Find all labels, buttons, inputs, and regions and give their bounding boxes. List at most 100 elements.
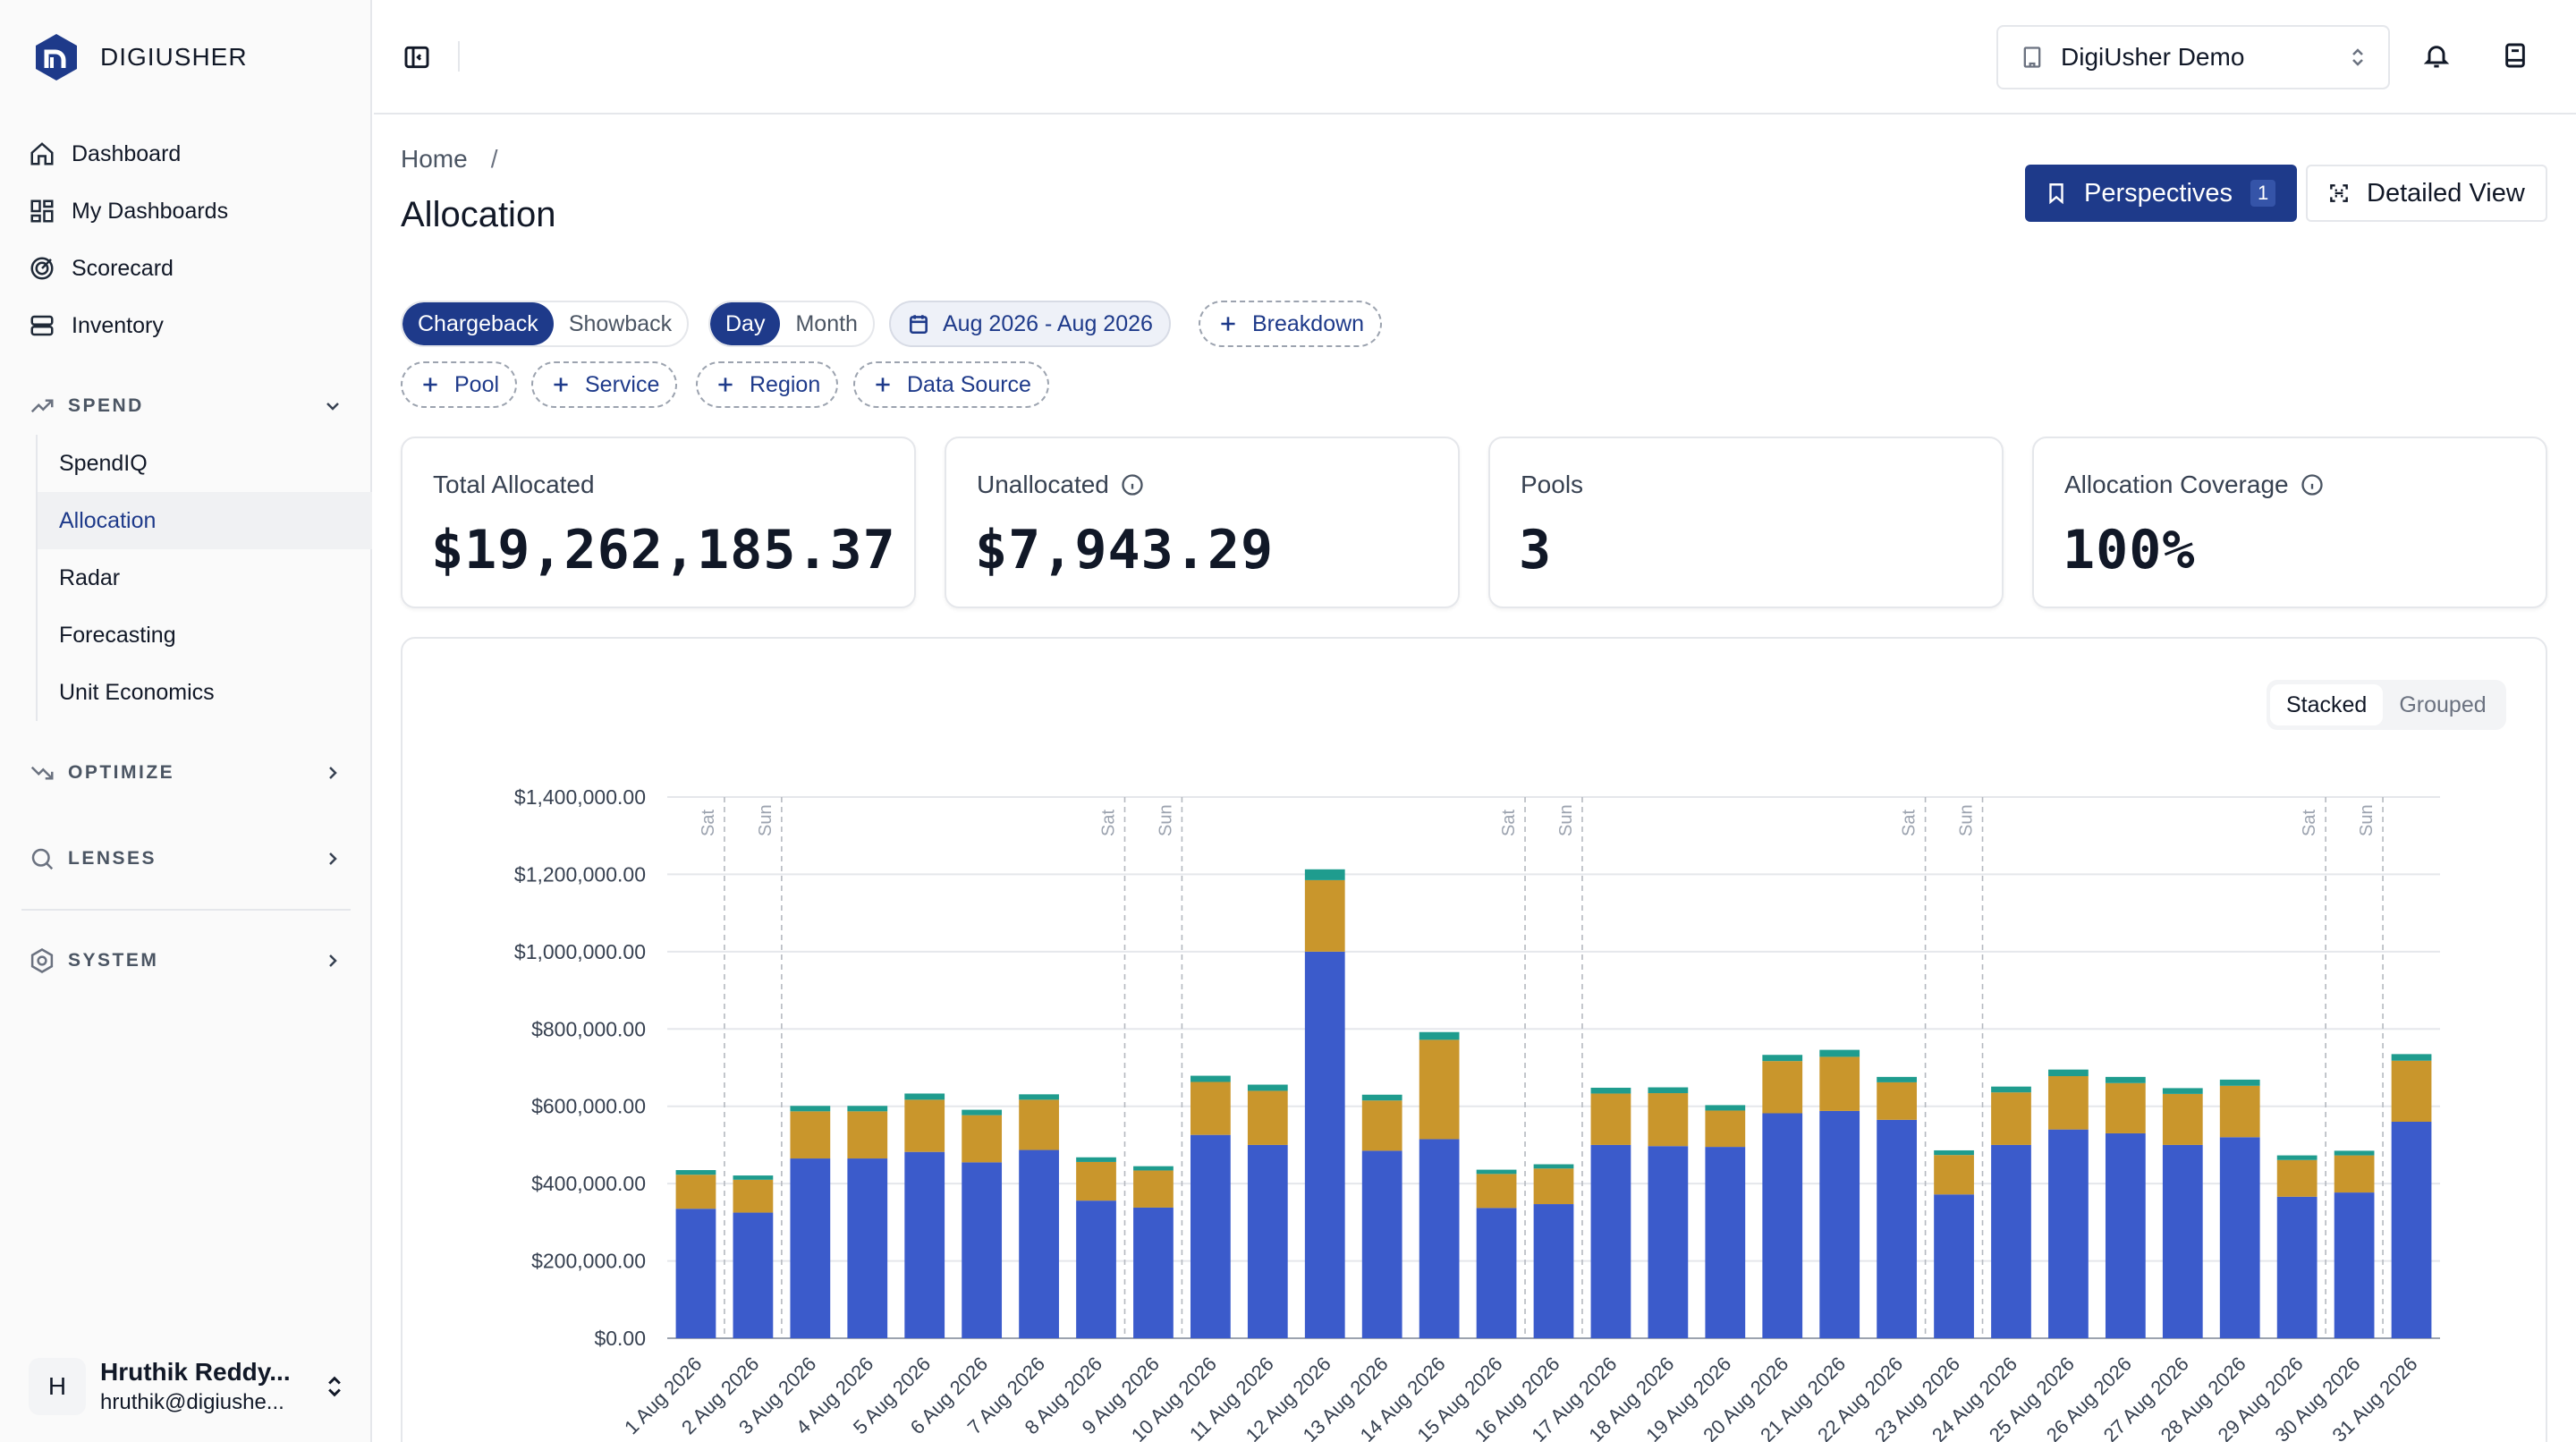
granularity-day[interactable]: Day bbox=[710, 302, 781, 345]
mode-toggle: Chargeback Showback bbox=[401, 301, 690, 347]
breadcrumb: Home / bbox=[401, 145, 497, 174]
perspectives-label: Perspectives bbox=[2084, 178, 2233, 208]
trending-up-icon bbox=[30, 399, 54, 413]
sidebar-item-forecasting[interactable]: Forecasting bbox=[59, 622, 176, 648]
dashboard-grid-icon bbox=[30, 199, 54, 223]
breakdown-button[interactable]: Breakdown bbox=[1199, 301, 1383, 347]
user-menu[interactable]: H Hruthik Reddy... hruthik@digiushe... bbox=[29, 1356, 351, 1417]
sidebar-item-spendiq[interactable]: SpendIQ bbox=[59, 450, 148, 476]
section-optimize-label: OPTIMIZE bbox=[68, 762, 175, 783]
plus-icon bbox=[718, 377, 733, 392]
filter-service-label: Service bbox=[585, 371, 660, 397]
user-email: hruthik@digiushe... bbox=[100, 1390, 284, 1414]
avatar: H bbox=[29, 1358, 86, 1415]
plus-icon bbox=[554, 377, 568, 392]
kpi-pools-label: Pools bbox=[1521, 471, 1584, 498]
section-optimize[interactable]: OPTIMIZE bbox=[29, 751, 343, 794]
view-grouped[interactable]: Grouped bbox=[2399, 691, 2487, 717]
sidebar-item-allocation[interactable]: Allocation bbox=[38, 492, 372, 549]
settings-icon bbox=[30, 948, 54, 973]
topbar-separator bbox=[458, 41, 460, 72]
nav-my-dashboards[interactable]: My Dashboards bbox=[29, 186, 351, 236]
chevron-right-icon bbox=[329, 954, 337, 967]
kpi-total-allocated-value: $19,262,185.37 bbox=[431, 519, 896, 581]
org-selector[interactable]: DigiUsher Demo bbox=[1996, 25, 2390, 89]
info-icon[interactable] bbox=[1120, 472, 1145, 497]
search-icon bbox=[31, 848, 54, 870]
bookmark-icon bbox=[2049, 183, 2063, 205]
spend-subnav: SpendIQ Allocation Radar Forecasting Uni… bbox=[36, 435, 372, 721]
calendar-icon bbox=[910, 315, 928, 335]
scan-view-icon bbox=[2330, 184, 2348, 202]
breadcrumb-home[interactable]: Home bbox=[401, 145, 468, 173]
sidebar-toggle-icon[interactable] bbox=[402, 43, 431, 72]
granularity-month[interactable]: Month bbox=[795, 310, 858, 336]
granularity-toggle: Day Month bbox=[708, 301, 875, 347]
sidebar-item-radar[interactable]: Radar bbox=[59, 564, 121, 590]
section-spend-label: SPEND bbox=[68, 395, 144, 416]
home-icon bbox=[30, 142, 54, 165]
chevron-right-icon bbox=[329, 852, 337, 865]
nav-inventory[interactable]: Inventory bbox=[29, 301, 351, 351]
sidebar-divider bbox=[21, 909, 351, 911]
filter-data-source-label: Data Source bbox=[907, 371, 1031, 397]
kpi-coverage-label: Allocation Coverage bbox=[2064, 471, 2325, 499]
detailed-view-button[interactable]: Detailed View bbox=[2306, 165, 2547, 222]
plus-icon bbox=[423, 377, 437, 392]
section-lenses[interactable]: LENSES bbox=[29, 837, 343, 880]
bell-icon[interactable] bbox=[2422, 41, 2451, 70]
sidebar: DIGIUSHER Dashboard My Dashboards Scorec… bbox=[0, 0, 372, 1442]
info-icon[interactable] bbox=[2300, 472, 2325, 497]
topbar: DigiUsher Demo bbox=[374, 0, 2576, 115]
nav-my-dashboards-label: My Dashboards bbox=[72, 198, 229, 224]
kpi-allocation-coverage: Allocation Coverage 100% bbox=[2032, 437, 2547, 608]
kpi-unallocated-label: Unallocated bbox=[977, 471, 1145, 499]
plus-icon bbox=[876, 377, 890, 392]
nav-dashboard[interactable]: Dashboard bbox=[29, 129, 351, 179]
plus-icon bbox=[1221, 317, 1235, 331]
server-icon bbox=[30, 315, 54, 336]
chevron-right-icon bbox=[329, 767, 337, 779]
filter-region-chip[interactable]: Region bbox=[696, 361, 839, 408]
chevrons-up-down-icon bbox=[328, 1376, 341, 1397]
filter-region-label: Region bbox=[750, 371, 821, 397]
mode-chargeback[interactable]: Chargeback bbox=[402, 302, 554, 345]
section-lenses-label: LENSES bbox=[68, 848, 157, 869]
filter-pool-label: Pool bbox=[454, 371, 500, 397]
org-selector-value: DigiUsher Demo bbox=[2061, 43, 2245, 71]
page-title: Allocation bbox=[401, 195, 556, 234]
allocation-chart-card bbox=[401, 637, 2547, 1442]
filter-service-chip[interactable]: Service bbox=[531, 361, 678, 408]
nav-inventory-label: Inventory bbox=[72, 312, 164, 338]
mode-showback[interactable]: Showback bbox=[568, 310, 673, 336]
kpi-total-allocated-label: Total Allocated bbox=[433, 471, 595, 498]
brand[interactable]: DIGIUSHER bbox=[34, 29, 248, 86]
perspectives-button[interactable]: Perspectives 1 bbox=[2025, 165, 2297, 222]
nav-scorecard[interactable]: Scorecard bbox=[29, 243, 351, 293]
kpi-pools-value: 3 bbox=[1519, 519, 1553, 581]
view-stacked[interactable]: Stacked bbox=[2270, 684, 2384, 725]
date-range-value: Aug 2026 - Aug 2026 bbox=[943, 310, 1153, 336]
detailed-view-label: Detailed View bbox=[2367, 178, 2525, 208]
section-system-label: SYSTEM bbox=[68, 950, 159, 971]
section-spend[interactable]: SPEND bbox=[29, 385, 343, 428]
kpi-coverage-value: 100% bbox=[2063, 519, 2196, 581]
filter-data-source-chip[interactable]: Data Source bbox=[853, 361, 1049, 408]
date-range-picker[interactable]: Aug 2026 - Aug 2026 bbox=[889, 301, 1171, 347]
sidebar-item-unit-economics[interactable]: Unit Economics bbox=[59, 679, 215, 705]
nav-dashboard-label: Dashboard bbox=[72, 140, 182, 166]
kpi-total-allocated: Total Allocated $19,262,185.37 bbox=[401, 437, 916, 608]
breakdown-label: Breakdown bbox=[1252, 310, 1365, 336]
filter-pool-chip[interactable]: Pool bbox=[401, 361, 518, 408]
target-icon bbox=[30, 257, 54, 280]
chevron-down-icon bbox=[326, 403, 339, 411]
building-icon bbox=[2023, 47, 2041, 68]
chart-view-toggle: Stacked Grouped bbox=[2267, 680, 2506, 730]
kpi-pools: Pools 3 bbox=[1488, 437, 2004, 608]
brand-name: DIGIUSHER bbox=[100, 43, 248, 71]
book-icon[interactable] bbox=[2501, 41, 2529, 70]
chevrons-up-down-icon bbox=[2352, 48, 2363, 66]
user-name: Hruthik Reddy... bbox=[100, 1358, 291, 1386]
trending-down-icon bbox=[30, 766, 54, 780]
section-system[interactable]: SYSTEM bbox=[29, 939, 343, 982]
